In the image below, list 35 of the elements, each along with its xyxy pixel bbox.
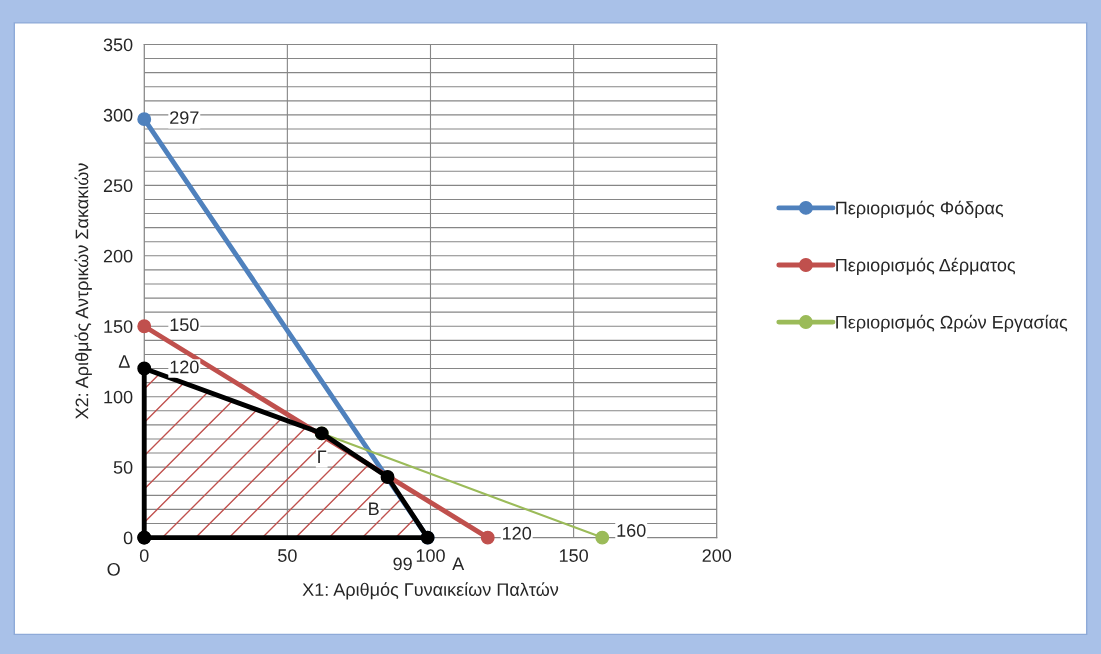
y-tick-label: 100 [104,390,133,404]
legend-label: Περιορισμός Φόδρας [836,200,1004,218]
x-tick-label: 150 [559,549,588,562]
annotation: Δ [118,355,130,368]
legend-label: Περιορισμός Δέρματος [836,257,1016,276]
point [480,530,495,545]
x-tick-label: 50 [278,549,297,562]
annotation: 120 [503,526,532,540]
point [137,361,152,376]
annotation: 150 [170,318,199,332]
annotation: O [107,562,120,576]
x-tick-label: 0 [139,549,149,562]
point [380,470,395,484]
annotation: Γ [318,450,327,463]
y-tick-label: 150 [104,320,133,333]
annotation: 297 [170,111,199,124]
annotation: Β [369,502,379,516]
x-tick-label: 100 [416,549,445,562]
annotation: Α [452,557,465,571]
annotation: 120 [170,360,199,374]
y-tick-label: 250 [103,179,133,193]
legend-label: Περιορισμός Ωρών Εργασίας [836,314,1068,333]
y-axis-title: X2: Αριθμός Αντρικών Σακακιών [74,163,92,420]
x-tick-label: 200 [702,549,732,562]
y-tick-label: 200 [103,249,133,263]
x-axis-title: X1: Αριθμός Γυναικείων Παλτών [302,582,559,600]
point [137,112,152,127]
point [595,530,610,545]
point [137,319,152,334]
y-tick-label: 350 [103,38,133,52]
y-tick-label: 50 [113,461,133,474]
annotation: 160 [617,524,646,537]
y-tick-label: 300 [103,108,133,122]
annotation: 99 [393,557,412,571]
y-tick-label: 0 [123,531,133,545]
